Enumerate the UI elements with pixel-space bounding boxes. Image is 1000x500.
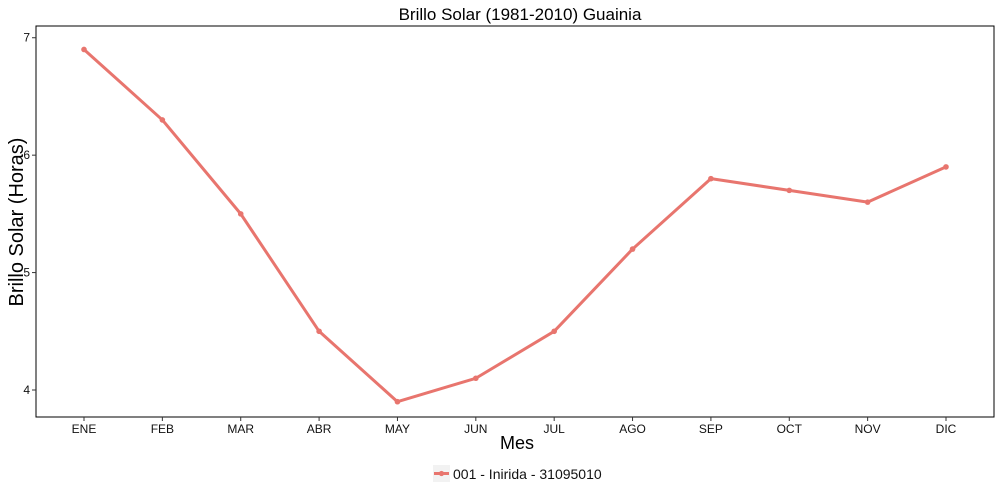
x-tick-label: ABR (307, 422, 332, 436)
x-axis-title: Mes (500, 433, 534, 453)
x-tick-label: MAY (385, 422, 410, 436)
data-point (394, 398, 401, 405)
data-point (551, 328, 557, 335)
data-point (708, 175, 714, 182)
y-tick-label: 4 (23, 383, 30, 397)
plot-frame (35, 25, 995, 418)
y-axis: 4 5 6 7 (23, 31, 36, 397)
y-tick-label: 6 (23, 148, 30, 162)
data-point (237, 211, 244, 217)
data-point (473, 375, 479, 382)
data-point (81, 46, 87, 53)
x-tick-label: ENE (72, 422, 97, 436)
x-tick-label: MAR (227, 422, 254, 436)
x-tick-label: DIC (936, 422, 957, 436)
data-point (316, 328, 322, 335)
x-tick-label: AGO (619, 422, 646, 436)
data-point (943, 164, 949, 170)
x-tick-label: JUL (544, 422, 566, 436)
y-tick-label: 5 (23, 266, 30, 280)
data-point (159, 117, 166, 123)
x-tick-label: JUN (464, 422, 487, 436)
chart-title: Brillo Solar (1981-2010) Guainia (399, 5, 642, 24)
legend-label: 001 - Inirida - 31095010 (453, 466, 602, 482)
legend-key-point (438, 470, 445, 477)
x-axis: ENE FEB MAR ABR MAY JUN JUL AGO SEP OCT NOV DIC (72, 417, 957, 436)
series-layer (81, 46, 949, 405)
data-point (864, 199, 871, 205)
series-line (82, 47, 948, 404)
x-tick-label: OCT (777, 422, 803, 436)
data-point (629, 246, 636, 252)
x-tick-label: FEB (151, 422, 174, 436)
x-tick-label: NOV (855, 422, 881, 436)
y-axis-title: Brillo Solar (Horas) (6, 138, 28, 307)
y-tick-label: 7 (23, 31, 30, 45)
data-point (786, 187, 793, 194)
legend: 001 - Inirida - 31095010 (433, 465, 602, 482)
x-tick-label: SEP (699, 422, 723, 436)
